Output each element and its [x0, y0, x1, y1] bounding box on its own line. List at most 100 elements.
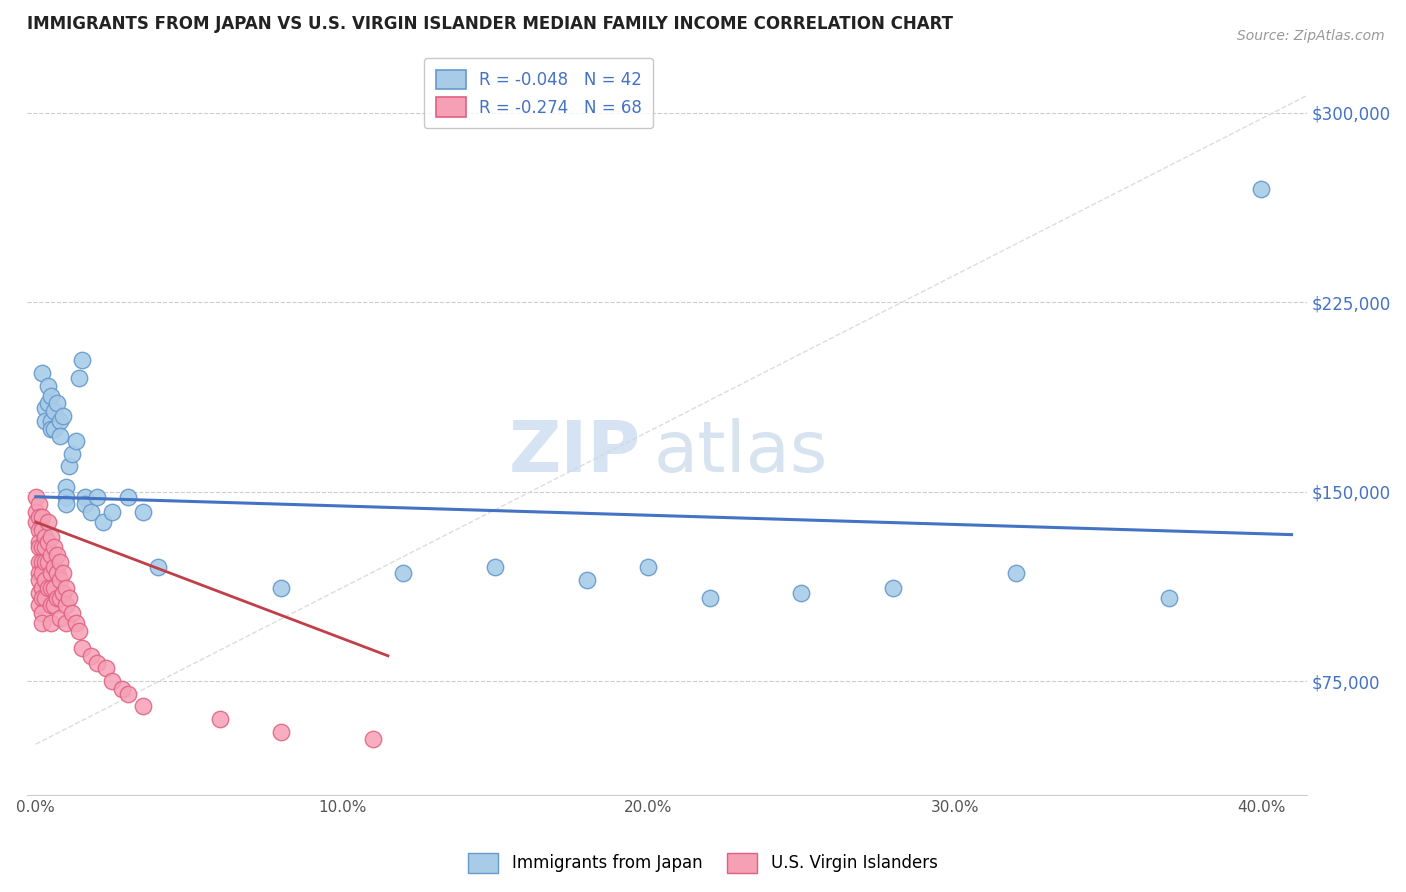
Point: [62, 606, 84, 620]
Point: [39, 421, 62, 435]
Point: [58, 459, 80, 474]
Point: [28, 566, 51, 580]
Point: [70, 641, 93, 656]
Point: [28, 523, 51, 537]
Text: Source: ZipAtlas.com: Source: ZipAtlas.com: [1237, 29, 1385, 43]
Point: [31, 510, 53, 524]
Point: [37, 396, 59, 410]
Point: [42, 599, 65, 613]
Point: [24, 490, 46, 504]
Point: [46, 396, 69, 410]
Point: [1005, 566, 1028, 580]
Point: [31, 566, 53, 580]
Point: [39, 389, 62, 403]
Point: [117, 687, 139, 701]
Point: [28, 541, 51, 555]
Point: [52, 566, 75, 580]
Point: [42, 581, 65, 595]
Point: [42, 541, 65, 555]
Point: [49, 555, 72, 569]
Point: [55, 497, 77, 511]
Point: [37, 535, 59, 549]
Point: [46, 548, 69, 562]
Point: [31, 591, 53, 605]
Point: [28, 510, 51, 524]
Point: [39, 530, 62, 544]
Point: [49, 611, 72, 625]
Point: [34, 591, 56, 605]
Point: [65, 434, 87, 449]
Point: [31, 581, 53, 595]
Point: [28, 535, 51, 549]
Point: [101, 505, 124, 519]
Point: [55, 615, 77, 630]
Point: [576, 573, 599, 587]
Point: [484, 560, 506, 574]
Point: [52, 585, 75, 599]
Point: [73, 490, 96, 504]
Point: [39, 615, 62, 630]
Point: [46, 566, 69, 580]
Point: [80, 505, 103, 519]
Point: [39, 414, 62, 428]
Point: [270, 724, 292, 739]
Point: [31, 606, 53, 620]
Point: [52, 409, 75, 423]
Point: [790, 585, 813, 599]
Point: [73, 497, 96, 511]
Point: [55, 480, 77, 494]
Point: [39, 548, 62, 562]
Point: [55, 599, 77, 613]
Point: [58, 591, 80, 605]
Point: [270, 581, 292, 595]
Point: [34, 555, 56, 569]
Point: [67, 624, 90, 638]
Point: [28, 573, 51, 587]
Point: [65, 615, 87, 630]
Point: [96, 661, 118, 675]
Point: [49, 414, 72, 428]
Point: [49, 429, 72, 443]
Point: [34, 401, 56, 416]
Point: [28, 585, 51, 599]
Text: ZIP: ZIP: [509, 417, 641, 486]
Point: [37, 581, 59, 595]
Point: [91, 515, 114, 529]
Point: [70, 353, 93, 368]
Point: [361, 732, 384, 747]
Legend: Immigrants from Japan, U.S. Virgin Islanders: Immigrants from Japan, U.S. Virgin Islan…: [461, 847, 945, 880]
Point: [24, 505, 46, 519]
Point: [101, 674, 124, 689]
Text: atlas: atlas: [654, 417, 828, 486]
Point: [42, 560, 65, 574]
Point: [37, 515, 59, 529]
Point: [55, 581, 77, 595]
Point: [24, 515, 46, 529]
Point: [39, 581, 62, 595]
Text: IMMIGRANTS FROM JAPAN VS U.S. VIRGIN ISLANDER MEDIAN FAMILY INCOME CORRELATION C: IMMIGRANTS FROM JAPAN VS U.S. VIRGIN ISL…: [27, 15, 952, 33]
Point: [882, 581, 904, 595]
Point: [28, 555, 51, 569]
Point: [132, 699, 155, 714]
Point: [31, 366, 53, 380]
Point: [699, 591, 721, 605]
Point: [49, 573, 72, 587]
Point: [31, 541, 53, 555]
Point: [42, 421, 65, 435]
Point: [34, 573, 56, 587]
Point: [28, 599, 51, 613]
Point: [49, 591, 72, 605]
Point: [31, 615, 53, 630]
Point: [28, 497, 51, 511]
Point: [31, 555, 53, 569]
Point: [1250, 182, 1272, 196]
Point: [34, 530, 56, 544]
Point: [132, 505, 155, 519]
Point: [34, 541, 56, 555]
Legend: R = -0.048   N = 42, R = -0.274   N = 68: R = -0.048 N = 42, R = -0.274 N = 68: [425, 58, 654, 128]
Point: [80, 648, 103, 663]
Point: [39, 566, 62, 580]
Point: [37, 378, 59, 392]
Point: [637, 560, 659, 574]
Point: [42, 404, 65, 418]
